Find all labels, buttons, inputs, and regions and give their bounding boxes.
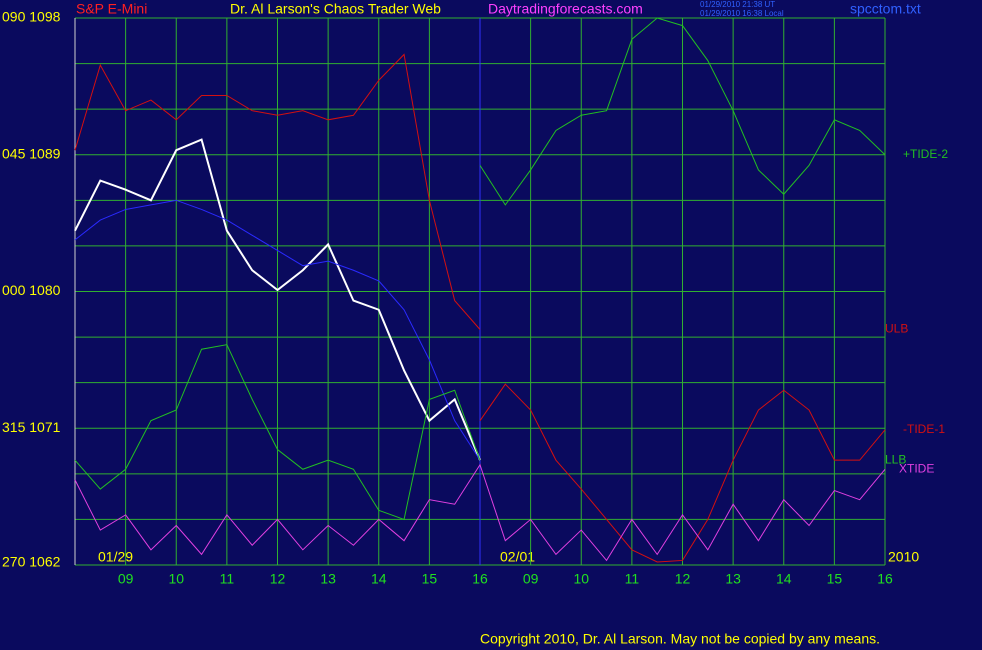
series-label: XTIDE [899, 461, 934, 475]
x-tick-label: 12 [675, 571, 691, 587]
series-line [74, 463, 886, 562]
x-tick-label: 09 [523, 571, 539, 587]
x-tick-label: 14 [371, 571, 387, 587]
copyright: Copyright 2010, Dr. Al Larson. May not b… [480, 631, 880, 647]
series-line [479, 17, 886, 206]
series-label: LLB [885, 452, 906, 466]
y-tick-label: 270 1062 [2, 554, 61, 570]
series-label: +TIDE-2 [903, 147, 948, 161]
x-tick-label: 11 [625, 571, 640, 587]
x-tick-label: 11 [220, 571, 235, 587]
y-tick-label: 090 1098 [2, 9, 61, 25]
series-line [74, 344, 481, 521]
series-line [74, 138, 481, 461]
x-tick-label: 12 [270, 571, 286, 587]
timestamp: 01/29/2010 21:38 UT [700, 0, 775, 9]
timestamp: 01/29/2010 16:38 Local [700, 9, 784, 18]
instrument: S&P E-Mini [76, 1, 147, 17]
x-tick-label: 10 [573, 571, 589, 587]
x-tick-label: 09 [118, 571, 134, 587]
y-tick-label: 045 1089 [2, 145, 61, 161]
series-line [74, 53, 481, 330]
file-name: spcctom.txt [850, 1, 921, 17]
x-tick-label: 13 [725, 571, 741, 587]
date-label: 01/29 [98, 549, 133, 565]
x-tick-label: 10 [168, 571, 184, 587]
series-label: ULB [885, 322, 908, 336]
series-line [74, 199, 481, 461]
x-tick-label: 14 [776, 571, 792, 587]
y-tick-label: 000 1080 [2, 282, 61, 298]
x-tick-label: 15 [827, 571, 843, 587]
x-tick-label: 16 [472, 571, 488, 587]
date-label: 02/01 [500, 549, 535, 565]
x-tick-label: 13 [320, 571, 336, 587]
date-label: 2010 [888, 549, 919, 565]
site: Daytradingforecasts.com [488, 1, 643, 17]
series-line [479, 383, 886, 563]
x-tick-label: 15 [422, 571, 438, 587]
x-tick-label: 16 [877, 571, 893, 587]
y-tick-label: 315 1071 [2, 419, 61, 435]
chart-title: Dr. Al Larson's Chaos Trader Web [230, 1, 441, 17]
series-label: -TIDE-1 [903, 422, 945, 436]
